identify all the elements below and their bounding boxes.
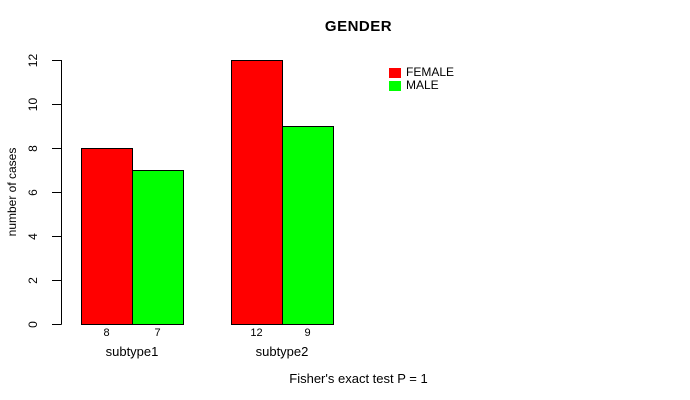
y-tick-label: 10: [26, 98, 40, 112]
bar-subtype2-male: [282, 126, 334, 325]
legend: FEMALE MALE: [389, 66, 454, 92]
y-axis-label: number of cases: [5, 148, 19, 237]
bars: [81, 60, 334, 325]
legend-item-male: MALE: [389, 79, 454, 92]
category-labels: subtype1 subtype2: [106, 344, 309, 359]
bar-value-label: 9: [304, 327, 310, 339]
bar-value-label: 12: [250, 327, 262, 339]
category-label: subtype1: [106, 344, 159, 359]
footer-caption: Fisher's exact test P = 1: [289, 371, 428, 386]
y-tick-label: 6: [26, 189, 40, 196]
y-tick-label: 8: [26, 145, 40, 152]
legend-item-female: FEMALE: [389, 66, 454, 79]
bar-subtype1-male: [132, 170, 184, 325]
bar-subtype1-female: [81, 148, 133, 325]
legend-swatch-female-icon: [389, 67, 401, 78]
y-tick-label: 4: [26, 233, 40, 240]
legend-label-male: MALE: [406, 78, 439, 92]
category-label: subtype2: [256, 344, 309, 359]
legend-swatch-male-icon: [389, 80, 401, 91]
chart-title: GENDER: [324, 18, 393, 35]
y-tick-label: 12: [26, 54, 40, 68]
bar-value-label: 8: [103, 327, 109, 339]
y-tick-label: 0: [26, 321, 40, 328]
y-tick-label: 2: [26, 277, 40, 284]
bar-subtype2-female: [231, 60, 283, 325]
bar-value-labels: 8 7 12 9: [103, 327, 310, 339]
legend-label-female: FEMALE: [406, 65, 455, 79]
bar-value-label: 7: [154, 327, 160, 339]
y-axis: 0 2 4 6 8 10 12: [26, 54, 62, 328]
